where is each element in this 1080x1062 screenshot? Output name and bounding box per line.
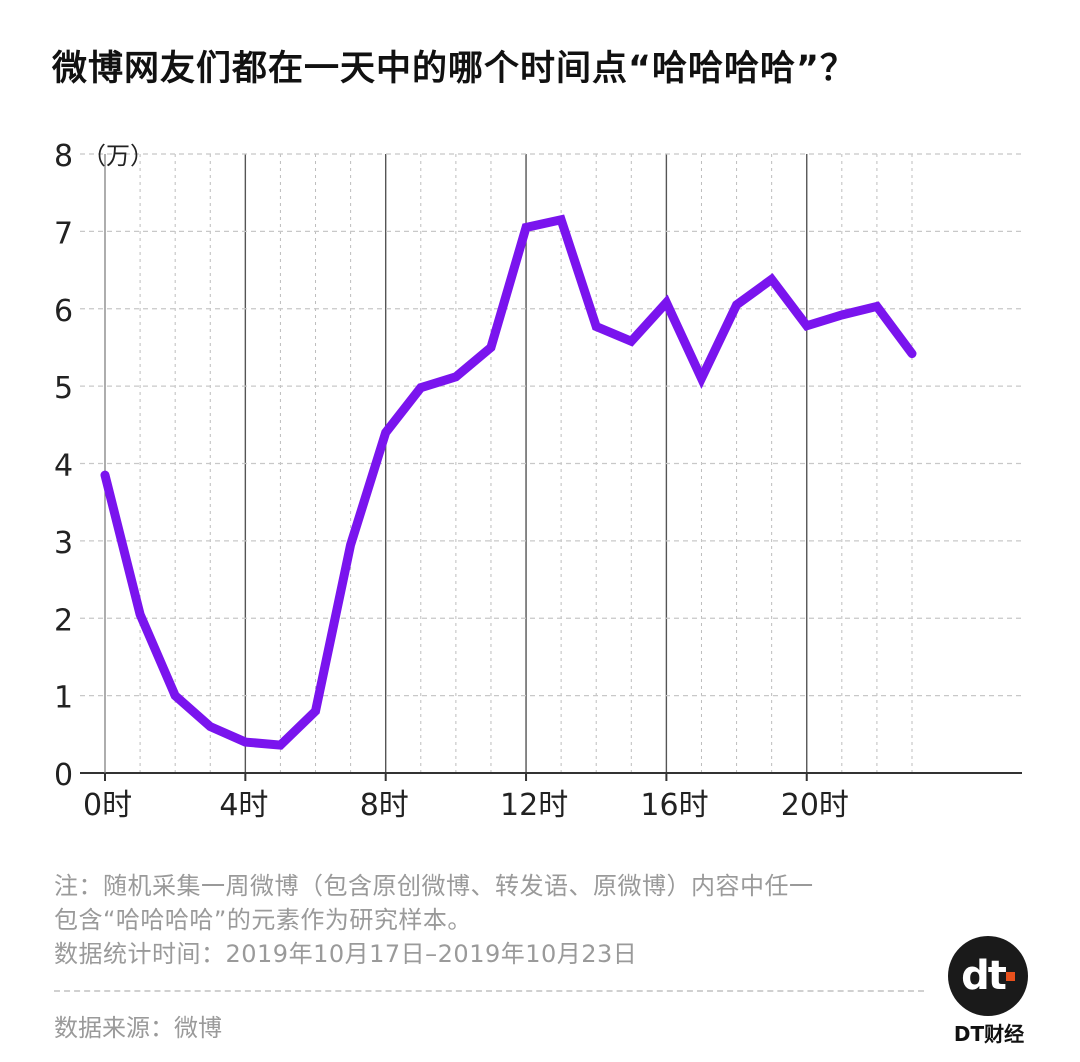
brand-name: DT财经 xyxy=(953,1022,1025,1046)
note-line-1: 注：随机采集一周微博（包含原创微博、转发语、原微博）内容中任一 xyxy=(54,872,814,900)
x-tick-label: 16时 xyxy=(640,788,708,823)
logo-text: dt xyxy=(961,953,1007,999)
data-point xyxy=(700,377,702,379)
note-line-2: 包含“哈哈哈哈”的元素作为研究样本。 xyxy=(54,906,472,934)
data-point xyxy=(209,726,211,728)
data-point xyxy=(630,340,632,342)
data-point xyxy=(736,304,738,306)
x-tick-label: 0时 xyxy=(83,788,132,823)
x-tick-label: 8时 xyxy=(360,788,409,823)
y-unit-label: （万） xyxy=(82,142,154,170)
data-point xyxy=(525,227,527,229)
x-tick-label: 4时 xyxy=(219,788,268,823)
logo-dot xyxy=(1005,971,1015,981)
data-point xyxy=(595,326,597,328)
line-chart: 0 1 2 3 4 5 6 7 8 （万） 0时 4时 8时 12时 16时 20时 xyxy=(54,139,1022,823)
data-point xyxy=(104,474,106,476)
data-point xyxy=(174,695,176,697)
data-point xyxy=(420,387,422,389)
data-point xyxy=(876,305,878,307)
data-point xyxy=(279,744,281,746)
data-point xyxy=(560,219,562,221)
data-point xyxy=(385,432,387,434)
data-point xyxy=(455,376,457,378)
data-point xyxy=(665,302,667,304)
data-point xyxy=(350,544,352,546)
data-point xyxy=(911,353,913,355)
chart-title: 微博网友们都在一天中的哪个时间点“哈哈哈哈”？ xyxy=(52,49,857,89)
x-tick-label: 20时 xyxy=(781,788,849,823)
series-line xyxy=(100,214,917,750)
y-tick-label: 1 xyxy=(54,681,73,716)
data-point xyxy=(315,710,317,712)
data-point xyxy=(139,613,141,615)
data-point xyxy=(244,741,246,743)
note-line-3: 数据统计时间：2019年10月17日–2019年10月23日 xyxy=(54,940,638,968)
data-point xyxy=(806,325,808,327)
dt-logo-icon: dt xyxy=(948,936,1028,1016)
x-tick-label: 12时 xyxy=(500,788,568,823)
divider xyxy=(54,990,924,992)
y-tick-label: 0 xyxy=(54,758,73,793)
y-tick-label: 2 xyxy=(54,603,73,638)
y-tick-label: 7 xyxy=(54,216,73,251)
data-source: 数据来源：微博 xyxy=(54,1014,222,1042)
y-tick-label: 5 xyxy=(54,371,73,406)
y-tick-label: 3 xyxy=(54,526,73,561)
data-point xyxy=(490,346,492,348)
y-tick-label: 6 xyxy=(54,294,73,329)
data-point xyxy=(841,314,843,316)
y-tick-label: 8 xyxy=(54,139,73,174)
y-tick-label: 4 xyxy=(54,449,73,484)
data-point xyxy=(771,278,773,280)
